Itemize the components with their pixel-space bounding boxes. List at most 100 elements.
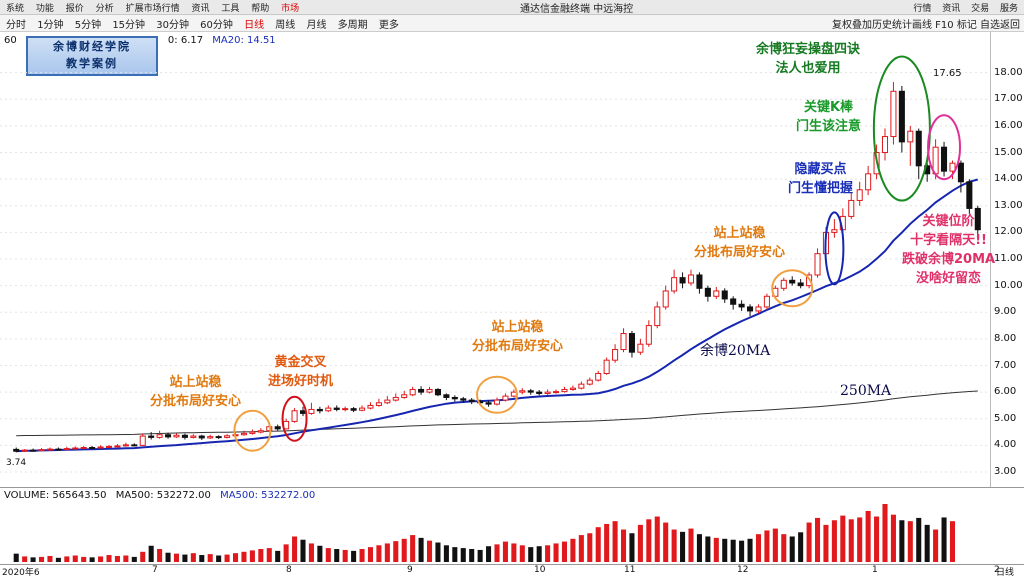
ma20-value: MA20: 14.51 bbox=[212, 35, 276, 46]
candle-body bbox=[485, 402, 492, 405]
y-tick-label: 13.00 bbox=[994, 199, 1023, 211]
menu-item-help[interactable]: 帮助 bbox=[251, 4, 270, 14]
menu-item-system[interactable]: 系统 bbox=[6, 4, 25, 14]
candle bbox=[620, 328, 627, 353]
candle-body bbox=[426, 388, 433, 393]
volume-bar bbox=[941, 517, 947, 562]
candle-body bbox=[148, 435, 155, 438]
volume-bar bbox=[106, 555, 112, 562]
candle bbox=[392, 393, 399, 402]
annotation-key-level-line2: 十字看隔天!! bbox=[910, 233, 987, 248]
candle-body bbox=[671, 277, 678, 292]
volume-bar bbox=[612, 521, 618, 562]
menu-item-quote[interactable]: 报价 bbox=[65, 4, 84, 14]
candle bbox=[97, 445, 104, 449]
news-button[interactable]: 资讯 bbox=[942, 4, 961, 14]
candle-body bbox=[316, 408, 323, 412]
candle-body bbox=[493, 399, 501, 405]
menu-item-analysis[interactable]: 分析 bbox=[95, 4, 114, 14]
period-tabs: 分时 1分钟 5分钟 15分钟 30分钟 60分钟 日线 周线 月线 多周期 更… bbox=[6, 16, 407, 31]
candle-body bbox=[401, 394, 408, 398]
academy-logo: 余博财经学院 教学案例 bbox=[26, 36, 158, 76]
candle bbox=[13, 447, 20, 453]
y-tick-label: 8.00 bbox=[994, 332, 1017, 344]
candle bbox=[662, 285, 669, 310]
tab-timeshare[interactable]: 分时 bbox=[6, 20, 26, 31]
annotation-stand-1-line1: 站上站稳 bbox=[169, 375, 222, 390]
candle-body bbox=[359, 407, 366, 411]
candle-body bbox=[308, 408, 315, 414]
menu-item-extended-market[interactable]: 扩展市场行情 bbox=[125, 4, 180, 14]
volume-bar bbox=[882, 504, 888, 562]
candle bbox=[342, 406, 349, 412]
service-button[interactable]: 服务 bbox=[999, 4, 1018, 14]
candle bbox=[865, 165, 872, 196]
tab-5min[interactable]: 5分钟 bbox=[74, 20, 102, 31]
volume-bar bbox=[173, 553, 180, 562]
chart-tools[interactable]: 复权叠加历史统计画线 F10 标记 自选返回 bbox=[831, 20, 1020, 31]
menu-item-tools[interactable]: 工具 bbox=[221, 4, 240, 14]
tab-more[interactable]: 更多 bbox=[378, 20, 399, 31]
candle-body bbox=[553, 391, 560, 394]
volume-bar bbox=[806, 522, 812, 562]
candle-body bbox=[645, 325, 652, 345]
volume-bar bbox=[469, 549, 475, 562]
tab-15min[interactable]: 15分钟 bbox=[112, 20, 146, 31]
volume-bar bbox=[502, 541, 508, 562]
candle bbox=[139, 433, 146, 446]
annotation-key-candle-line2: 门生该注意 bbox=[796, 119, 862, 134]
y-tick-label: 16.00 bbox=[994, 119, 1023, 131]
candle bbox=[755, 304, 762, 314]
y-tick-label: 11.00 bbox=[994, 253, 1023, 264]
candle-body bbox=[350, 408, 357, 411]
candle bbox=[679, 272, 686, 289]
top-menu-bar: 系统 功能 报价 分析 扩展市场行情 资讯 工具 帮助 市场 通达信金融终端 中… bbox=[0, 0, 1024, 15]
candle bbox=[63, 446, 70, 451]
candle-body bbox=[856, 189, 863, 201]
annotation-golden-cross-line1: 黄金交叉 bbox=[274, 355, 327, 370]
tab-1min[interactable]: 1分钟 bbox=[37, 20, 64, 31]
annotation-stand-2: 站上站稳 分批布局好安心 bbox=[472, 318, 563, 356]
volume-bar bbox=[249, 550, 255, 562]
tab-monthly[interactable]: 月线 bbox=[306, 20, 327, 31]
candle bbox=[957, 160, 964, 193]
trade-button[interactable]: 交易 bbox=[971, 4, 990, 14]
candle bbox=[434, 388, 441, 397]
tab-multi-period[interactable]: 多周期 bbox=[337, 20, 368, 31]
volume-bar bbox=[874, 516, 880, 562]
menu-item-info[interactable]: 资讯 bbox=[191, 4, 210, 14]
tab-weekly[interactable]: 周线 bbox=[275, 20, 296, 31]
candle-body bbox=[628, 333, 635, 353]
candle bbox=[468, 397, 475, 405]
candle bbox=[367, 402, 374, 410]
y-tick-label: 10.00 bbox=[994, 279, 1023, 291]
time-axis: 2020年6 7 8 9 10 11 12 1 2 日线 bbox=[0, 564, 1024, 578]
volume-chart[interactable] bbox=[0, 500, 990, 564]
candle bbox=[915, 128, 922, 180]
candle bbox=[165, 432, 172, 439]
menu-item-function[interactable]: 功能 bbox=[35, 4, 54, 14]
tab-daily[interactable]: 日线 bbox=[244, 20, 265, 31]
tab-60min[interactable]: 60分钟 bbox=[200, 20, 233, 31]
market-tab[interactable]: 市场 bbox=[281, 4, 300, 14]
volume-bar bbox=[199, 555, 205, 562]
volume-bar bbox=[620, 529, 627, 562]
volume-bar bbox=[578, 535, 584, 562]
candle-body bbox=[797, 282, 804, 287]
candle-body bbox=[72, 447, 79, 450]
volume-bar bbox=[114, 555, 120, 562]
candle bbox=[747, 304, 754, 317]
volume-bar bbox=[165, 552, 171, 562]
candle bbox=[578, 381, 585, 390]
quote-button[interactable]: 行情 bbox=[913, 4, 932, 14]
volume-bar bbox=[418, 537, 424, 562]
volume-bar bbox=[98, 556, 104, 562]
annotation-key-level: 关键位阶 十字看隔天!! 跌破余博20MA 没啥好留恋 bbox=[902, 212, 995, 288]
y-tick-label: 14.00 bbox=[994, 173, 1023, 185]
candle-body bbox=[249, 431, 256, 434]
tab-30min[interactable]: 30分钟 bbox=[156, 20, 189, 31]
annotation-hidden-buy-line1: 隐藏买点 bbox=[794, 162, 847, 177]
price-chart[interactable] bbox=[0, 32, 990, 487]
candle-body bbox=[831, 229, 838, 233]
candle-body bbox=[13, 448, 20, 452]
